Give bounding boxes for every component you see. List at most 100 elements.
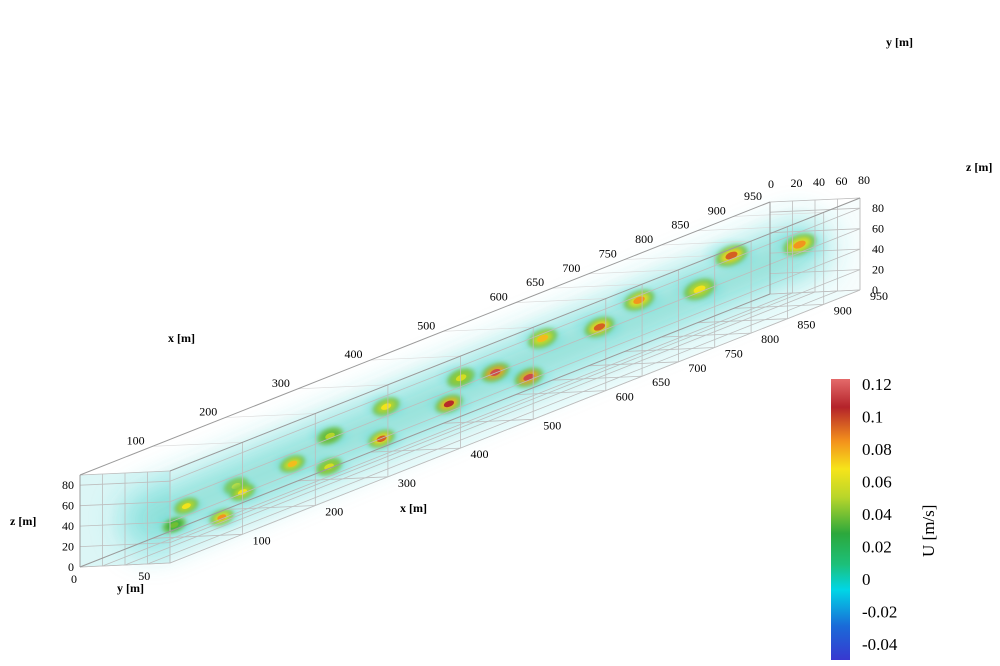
z-tick-far-40: 40: [872, 242, 884, 256]
z-axis-label-near: z [m]: [10, 514, 36, 528]
y-tick-near-0: 0: [71, 572, 77, 586]
z-tick-far-0: 0: [872, 283, 878, 297]
plume-core: [455, 374, 467, 382]
grid-floor-y-20: [102, 292, 793, 567]
plume-core: [217, 514, 227, 521]
x-tick-near-800: 800: [761, 332, 779, 346]
plume-core: [181, 503, 191, 510]
grid-back-z-0: [169, 289, 861, 564]
z-tick-far-60: 60: [872, 222, 884, 236]
plume-core: [324, 463, 334, 470]
x-tick-near-300: 300: [398, 476, 416, 490]
box-edge-0: [79, 293, 771, 568]
x-axis-label-far: x [m]: [168, 331, 195, 345]
colorbar-tick-0.02: 0.02: [862, 538, 892, 557]
grid-top-x-400: [370, 355, 461, 361]
y-axis-label-near: y [m]: [117, 581, 144, 595]
colorbar-tick-0.12: 0.12: [862, 375, 892, 394]
box-edge-2: [169, 197, 861, 472]
z-tick-far-20: 20: [872, 263, 884, 277]
z-tick-near-20: 20: [62, 540, 74, 554]
plume-17: [668, 270, 731, 308]
plume-6: [303, 451, 355, 482]
grid-top-x-100: [152, 442, 243, 447]
x-axis-label-near: x [m]: [400, 501, 427, 515]
y-tick-far-40: 40: [813, 175, 825, 189]
z-tick-near-0: 0: [68, 560, 74, 574]
grid-top-x-300: [297, 384, 388, 390]
colorbar-ticks: 0.12 0.1 0.08 0.06 0.04 0.02 0 -0.02 -0.04: [862, 375, 898, 654]
grid-top-x-600: [515, 298, 606, 303]
colorbar-tick-0.04: 0.04: [862, 505, 892, 524]
plume-core: [169, 522, 179, 528]
x-tick-near-400: 400: [471, 447, 489, 461]
colorbar-tick-0.1: 0.1: [862, 408, 883, 427]
z-tick-near-80: 80: [62, 478, 74, 492]
x-tick-far-650: 650: [526, 275, 544, 289]
plume-15: [569, 309, 629, 345]
grid-back-z-20: [169, 269, 861, 543]
x-tick-far-700: 700: [562, 261, 580, 275]
plume-9: [359, 390, 413, 423]
y-tick-far-80: 80: [858, 173, 870, 187]
x-tick-far-500: 500: [417, 318, 435, 332]
axis-ticks: 1002003004005006006507007508008509009501…: [62, 173, 888, 586]
x-tick-far-400: 400: [345, 347, 363, 361]
x-tick-far-900: 900: [708, 203, 726, 217]
x-tick-far-300: 300: [272, 376, 290, 390]
plume-core: [287, 460, 298, 467]
grid-back-z-80: [169, 207, 861, 482]
colorbar: 0.12 0.1 0.08 0.06 0.04 0.02 0 -0.02 -0.04 U [m/…: [831, 375, 938, 660]
x-tick-near-850: 850: [797, 318, 815, 332]
plume-core: [793, 240, 806, 249]
x-tick-near-950: 950: [870, 289, 888, 303]
x-tick-near-500: 500: [543, 418, 561, 432]
grid-top-x-850: [697, 226, 788, 231]
grid-floor-y-40: [124, 291, 816, 566]
colorbar-tick-0.06: 0.06: [862, 473, 892, 492]
colorbar-tick--0.02: -0.02: [862, 603, 897, 622]
x-tick-far-750: 750: [599, 247, 617, 261]
colorbar-tick-0.08: 0.08: [862, 440, 892, 459]
grid-back-z-40: [169, 248, 861, 523]
x-tick-far-800: 800: [635, 232, 653, 246]
x-tick-far-850: 850: [671, 218, 689, 232]
plume-5: [267, 448, 318, 479]
y-tick-far-20: 20: [791, 176, 803, 190]
grid-top-x-900: [733, 212, 824, 217]
grid-floor-y-60: [147, 290, 838, 565]
plume-14: [513, 321, 572, 356]
colorbar-label: U [m/s]: [919, 505, 938, 557]
x-tick-near-100: 100: [253, 533, 271, 547]
x-tick-near-900: 900: [834, 303, 852, 317]
grid-back-z-60: [169, 228, 861, 503]
box-edge-1: [79, 201, 771, 476]
turbulence-cloud: [117, 214, 834, 556]
y-tick-near-50: 50: [138, 569, 150, 583]
x-tick-far-200: 200: [199, 405, 217, 419]
colorbar-gradient: [831, 379, 850, 660]
colorbar-tick--0.04: -0.04: [862, 635, 898, 654]
z-tick-far-80: 80: [872, 201, 884, 215]
grid-top-x-500: [443, 327, 534, 332]
x-tick-far-100: 100: [127, 433, 145, 447]
x-tick-far-600: 600: [490, 290, 508, 304]
grid-top-x-700: [588, 269, 679, 275]
x-tick-near-600: 600: [616, 390, 634, 404]
z-axis-label-far: z [m]: [966, 160, 992, 174]
x-tick-near-200: 200: [325, 505, 343, 519]
grid-top-x-200: [225, 413, 316, 418]
grid-top-x-650: [552, 283, 643, 289]
plume-19: [767, 225, 832, 265]
z-tick-near-60: 60: [62, 499, 74, 513]
grid-top-x-750: [624, 255, 715, 260]
plume-1: [162, 491, 210, 521]
y-axis-label-far: y [m]: [886, 35, 913, 49]
z-tick-near-40: 40: [62, 519, 74, 533]
plume-core: [537, 334, 549, 343]
x-tick-far-950: 950: [744, 189, 762, 203]
box-grid: [79, 197, 861, 568]
plume-10: [421, 387, 477, 421]
